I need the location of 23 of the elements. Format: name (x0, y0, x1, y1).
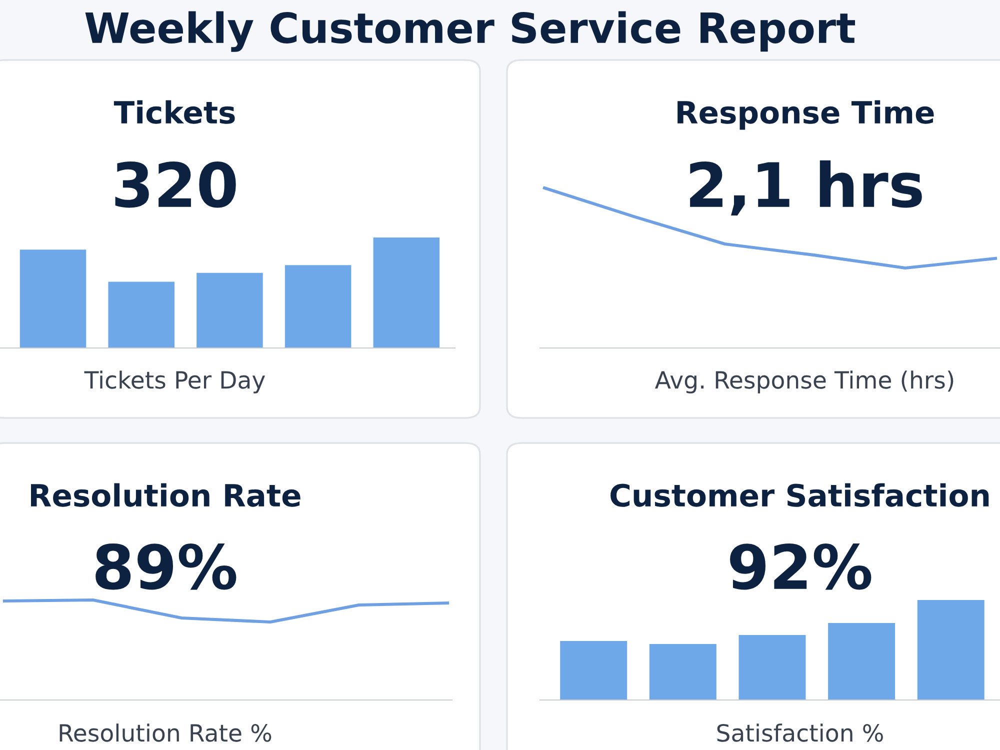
x-axis-title: Satisfaction % (717, 724, 883, 742)
bar (284, 265, 352, 348)
chart-subtitle: 92% (730, 544, 872, 590)
chart-title: Customer Satisfaction (610, 483, 989, 507)
bar (196, 272, 263, 348)
bar (649, 644, 716, 700)
chart-title: Resolution Rate (31, 483, 300, 507)
chart-subtitle: 2,1 hrs (690, 160, 922, 216)
bar (828, 623, 896, 700)
x-axis-title: Avg. Response Time (hrs) (655, 370, 954, 394)
x-axis-title: Tickets Per Day (84, 370, 265, 394)
chart-title: Response Time (678, 100, 934, 130)
bar (738, 635, 806, 700)
chart-subtitle: 89% (96, 544, 236, 590)
bar (20, 250, 86, 348)
chart-subtitle: 320 (115, 162, 236, 208)
bar (560, 641, 628, 700)
chart-title: Tickets (114, 100, 235, 124)
bar (108, 282, 174, 348)
text: Weekly Customer Service Report (85, 11, 856, 52)
bar (373, 238, 440, 348)
bar (917, 600, 984, 700)
x-axis-title: Resolution Rate % (60, 724, 272, 742)
